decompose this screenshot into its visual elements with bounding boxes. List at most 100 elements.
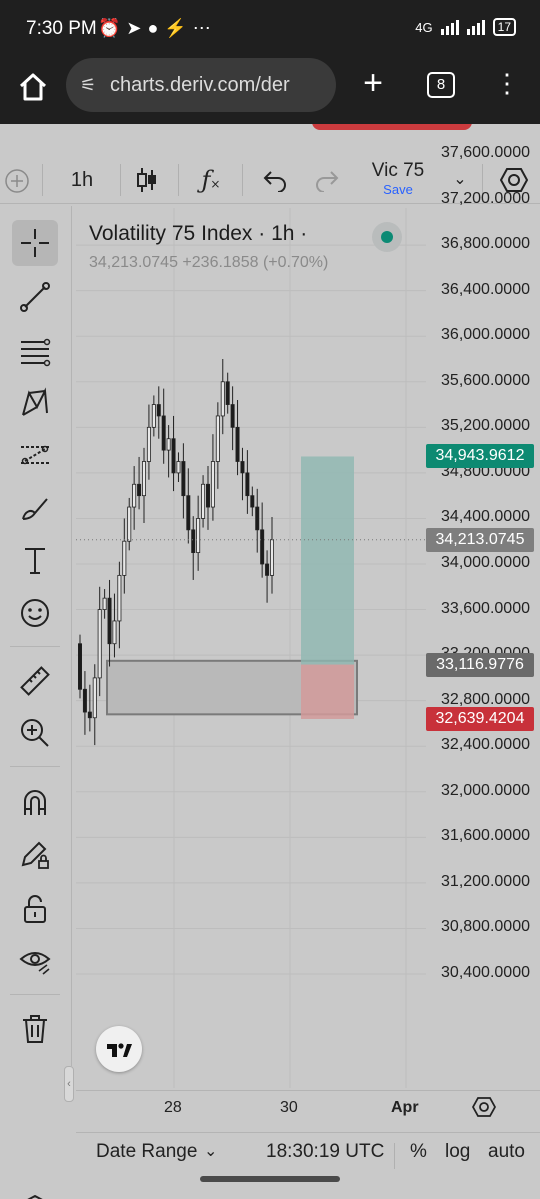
top-banner-button[interactable] [312,124,472,130]
axis-settings-icon[interactable] [472,1095,496,1119]
new-tab-button[interactable]: + [363,64,383,102]
current-price-label: 34,213.0745 [426,527,534,552]
indicators-icon[interactable]: ƒ× [201,166,221,194]
price-tick: 34,400.0000 [441,508,530,526]
time-tick: 28 [164,1099,182,1116]
lock-drawing-tool[interactable] [12,832,58,878]
brush-tool[interactable] [12,484,58,530]
fib-tool[interactable] [12,328,58,374]
trash-icon [23,1015,47,1043]
candle-body [245,472,250,497]
tab-switcher-button[interactable]: 8 [427,72,455,98]
candle-body [265,563,270,576]
lock-all-tool[interactable] [12,886,58,932]
time-tick: Apr [391,1099,419,1116]
price-tick: 32,400.0000 [441,736,530,754]
settings-icon[interactable] [500,166,528,194]
candle-body [137,483,142,497]
toolbar-divider [394,1143,395,1169]
battery-icon: 17 [492,18,516,36]
candle-body [92,677,97,719]
utc-clock[interactable]: 18:30:19 UTC [266,1141,385,1162]
chart-layout-name[interactable]: Vic 75 Save [358,160,438,198]
toolbar-divider [42,164,43,196]
chart-toolbar: 1h ƒ× Vic 75 Save ⌄ [0,156,540,204]
candle-body [127,506,132,542]
tradingview-logo[interactable] [96,1026,142,1072]
chart-pane[interactable]: Volatility 75 Index · 1h · 34,213.0745 +… [76,144,540,1088]
measure-tool[interactable] [12,658,58,704]
market-status-icon[interactable] [372,222,402,252]
add-symbol-icon[interactable] [4,168,30,194]
candle-body [191,529,196,554]
time-axis[interactable]: 28 30 Apr [76,1090,540,1124]
auto-scale-button[interactable]: auto [488,1141,525,1162]
price-tick: 31,600.0000 [441,827,530,845]
candle-body [240,461,245,474]
price-tick: 31,200.0000 [441,872,530,890]
text-tool[interactable] [12,538,58,584]
candle-body [181,461,186,497]
undo-icon[interactable] [262,168,288,192]
candle-body [186,495,191,531]
chevron-down-icon[interactable]: ⌄ [204,1143,218,1160]
candle-body [102,597,107,610]
toolbar-divider [482,164,483,196]
url-text: charts.deriv.com/der [110,74,290,96]
price-chart[interactable] [76,208,426,1088]
candle-body [201,483,206,519]
home-icon[interactable] [16,70,50,104]
pattern-tool[interactable] [12,380,58,426]
candle-body [176,461,181,474]
emoji-tool[interactable] [12,590,58,636]
chevron-down-icon[interactable]: ⌄ [453,171,467,188]
save-button[interactable]: Save [383,182,413,197]
toolbar-divider [120,164,121,196]
browser-menu-button[interactable]: ⋮ [494,68,520,98]
crosshair-icon [21,229,49,257]
drawing-toolbar [0,206,72,1199]
delete-drawings-tool[interactable] [12,1006,58,1052]
candle-body [112,620,117,645]
trend-line-tool[interactable] [12,274,58,320]
gesture-nav-handle[interactable] [200,1176,340,1182]
price-tick: 36,400.0000 [441,280,530,298]
zoom-tool[interactable] [12,710,58,756]
object-tree-tool[interactable] [12,1186,58,1199]
eye-icon [19,952,51,975]
crosshair-tool[interactable] [12,220,58,266]
candle-body [260,529,265,565]
magnet-tool[interactable] [12,780,58,826]
toolbar-divider [10,994,60,995]
price-axis[interactable]: 37,600.0000 37,200.0000 36,800.0000 36,400.… [426,144,540,1088]
hide-drawings-tool[interactable] [12,938,58,984]
candles-icon[interactable] [136,166,158,194]
entry-price-label: 33,116.9776 [426,652,534,677]
browser-bar: ⚟ charts.deriv.com/der + 8 ⋮ [0,58,540,124]
brush-icon [22,498,48,520]
candle-body [166,438,171,451]
interval-button[interactable]: 1h [70,169,94,191]
web-page: 1h ƒ× Vic 75 Save ⌄ [0,124,540,1199]
toolbar-divider [178,164,179,196]
price-tick: 33,600.0000 [441,599,530,617]
forecast-tool[interactable] [12,432,58,478]
price-tick: 32,800.0000 [441,690,530,708]
price-tick: 34,000.0000 [441,554,530,571]
site-settings-icon[interactable]: ⚟ [80,75,97,95]
collapse-toolbar-handle[interactable]: ‹ [64,1066,74,1102]
candle-body [269,539,274,576]
price-tick: 37,600.0000 [441,144,530,161]
toolbar-divider [10,766,60,767]
candle-body [215,415,220,462]
candle-body [82,688,87,713]
time-tick: 30 [280,1099,298,1116]
redo-icon[interactable] [314,168,340,192]
percent-scale-button[interactable]: % [410,1141,427,1162]
zoom-in-icon [21,719,49,747]
status-right: 4G 17 [415,18,516,36]
horizontal-lines-icon [21,338,51,367]
date-range-button[interactable]: Date Range [96,1141,198,1162]
log-scale-button[interactable]: log [445,1141,471,1162]
url-bar[interactable]: ⚟ charts.deriv.com/der [66,58,336,112]
